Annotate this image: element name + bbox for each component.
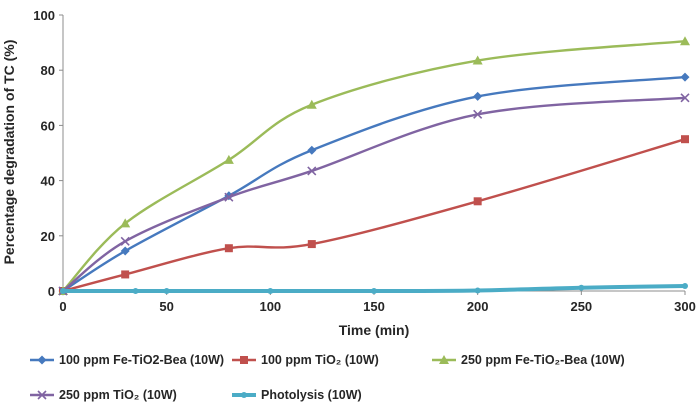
data-point bbox=[473, 109, 483, 119]
data-point bbox=[371, 288, 377, 294]
data-point bbox=[267, 288, 274, 294]
series-line bbox=[62, 75, 686, 293]
series-line bbox=[62, 138, 686, 293]
series-0 bbox=[58, 72, 690, 296]
data-point bbox=[680, 72, 690, 82]
x-tick-label: 50 bbox=[159, 299, 173, 314]
legend-item: 250 ppm TiO₂ (10W) bbox=[30, 388, 177, 402]
data-point bbox=[224, 192, 234, 202]
data-point bbox=[120, 218, 131, 228]
series-line bbox=[62, 284, 686, 294]
y-axis-title: Percentage degradation of TC (%) bbox=[1, 40, 17, 265]
data-point bbox=[474, 287, 481, 294]
data-point bbox=[306, 99, 317, 109]
data-point bbox=[121, 270, 130, 279]
legend-item: 100 ppm TiO₂ (10W) bbox=[232, 353, 379, 367]
legend-label: 100 ppm Fe-TiO2-Bea (10W) bbox=[59, 353, 224, 367]
data-point bbox=[307, 240, 316, 249]
legend-marker bbox=[37, 355, 47, 365]
series-4 bbox=[60, 283, 688, 294]
y-tick-label: 20 bbox=[41, 229, 55, 244]
series-3 bbox=[58, 93, 690, 296]
data-point bbox=[473, 197, 482, 206]
x-tick-label: 100 bbox=[259, 299, 281, 314]
legend-marker bbox=[240, 356, 248, 364]
data-point bbox=[224, 244, 233, 253]
x-tick-label: 250 bbox=[570, 299, 592, 314]
data-point bbox=[60, 288, 66, 294]
legend-label: 250 ppm Fe-TiO₂-Bea (10W) bbox=[461, 353, 625, 367]
data-point bbox=[163, 288, 170, 294]
series-line bbox=[62, 40, 686, 292]
y-tick-label: 60 bbox=[41, 118, 55, 133]
data-point bbox=[682, 283, 688, 290]
x-tick-label: 200 bbox=[467, 299, 489, 314]
data-point bbox=[307, 145, 317, 155]
data-point bbox=[680, 36, 690, 46]
data-point bbox=[223, 154, 234, 164]
legend-item: Photolysis (10W) bbox=[232, 388, 362, 402]
y-tick-label: 0 bbox=[48, 284, 55, 299]
legend-label: 250 ppm TiO₂ (10W) bbox=[59, 388, 177, 402]
legend-label: Photolysis (10W) bbox=[261, 388, 362, 402]
legend: 100 ppm Fe-TiO2-Bea (10W) 100 ppm TiO₂ (1… bbox=[30, 353, 625, 402]
x-axis-title: Time (min) bbox=[339, 322, 410, 338]
x-tick-label: 0 bbox=[59, 299, 66, 314]
x-tick-label: 300 bbox=[674, 299, 696, 314]
legend-item: 250 ppm Fe-TiO₂-Bea (10W) bbox=[432, 353, 625, 367]
axes bbox=[62, 15, 685, 292]
series-layer bbox=[58, 36, 690, 296]
legend-marker bbox=[241, 392, 247, 398]
data-point bbox=[578, 284, 585, 291]
legend-marker bbox=[439, 355, 449, 364]
y-tick-label: 100 bbox=[33, 8, 55, 23]
legend-marker bbox=[37, 390, 47, 400]
legend-item: 100 ppm Fe-TiO2-Bea (10W) bbox=[30, 353, 224, 367]
legend-label: 100 ppm TiO₂ (10W) bbox=[261, 353, 379, 367]
data-point bbox=[680, 93, 690, 103]
data-point bbox=[132, 288, 139, 294]
y-tick-label: 80 bbox=[41, 63, 55, 78]
data-point bbox=[681, 135, 689, 144]
data-point bbox=[473, 91, 483, 101]
data-point bbox=[120, 246, 130, 256]
data-point bbox=[307, 166, 317, 176]
data-point bbox=[120, 236, 130, 246]
series-1 bbox=[59, 135, 689, 295]
tick-labels: 0 20 40 60 80 100 0 50 100 150 200 250 300 bbox=[33, 8, 696, 314]
data-point bbox=[472, 55, 483, 65]
x-tick-label: 150 bbox=[363, 299, 385, 314]
y-tick-label: 40 bbox=[41, 174, 55, 189]
